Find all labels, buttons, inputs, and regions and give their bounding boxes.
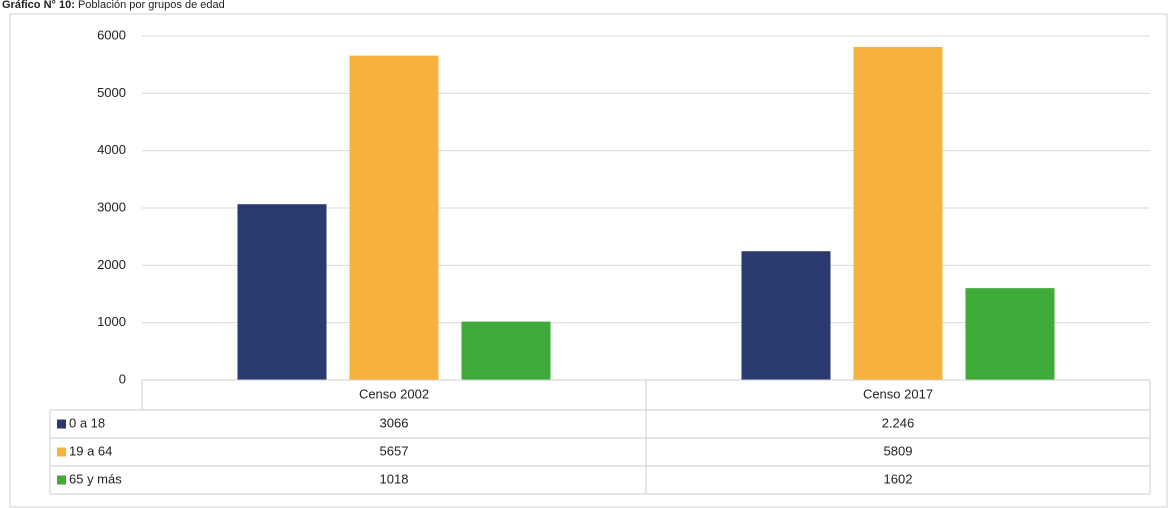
- y-tick-label: 2000: [97, 257, 126, 272]
- data-label: 3066: [380, 415, 409, 430]
- data-label: 5657: [380, 443, 409, 458]
- bar: [741, 251, 831, 380]
- data-label: 1018: [380, 471, 409, 486]
- data-label: 5809: [884, 443, 913, 458]
- title-label: Gráfico N° 10:: [2, 0, 75, 11]
- y-tick-label: 5000: [97, 85, 126, 100]
- legend-swatch: [57, 419, 66, 429]
- bar: [965, 288, 1055, 380]
- chart-frame: [9, 13, 1168, 508]
- y-tick-label: 0: [119, 371, 126, 386]
- x-tick-label: Censo 2017: [863, 386, 933, 401]
- bar: [461, 321, 551, 380]
- bar: [853, 46, 943, 380]
- y-tick-label: 6000: [97, 27, 126, 42]
- legend-label: 65 y más: [69, 471, 122, 486]
- y-tick-label: 4000: [97, 142, 126, 157]
- y-tick-label: 1000: [97, 314, 126, 329]
- legend-swatch: [57, 447, 66, 457]
- bar: [349, 55, 439, 380]
- data-label: 1602: [884, 471, 913, 486]
- legend-label: 19 a 64: [69, 443, 112, 458]
- legend-label: 0 a 18: [69, 415, 105, 430]
- legend-swatch: [57, 475, 66, 485]
- y-tick-label: 3000: [97, 199, 126, 214]
- x-tick-label: Censo 2002: [359, 386, 429, 401]
- bar: [237, 204, 327, 380]
- chart-title: Gráfico N° 10: Población por grupos de e…: [2, 0, 225, 11]
- title-text: Población por grupos de edad: [78, 0, 225, 11]
- data-label: 2.246: [882, 415, 915, 430]
